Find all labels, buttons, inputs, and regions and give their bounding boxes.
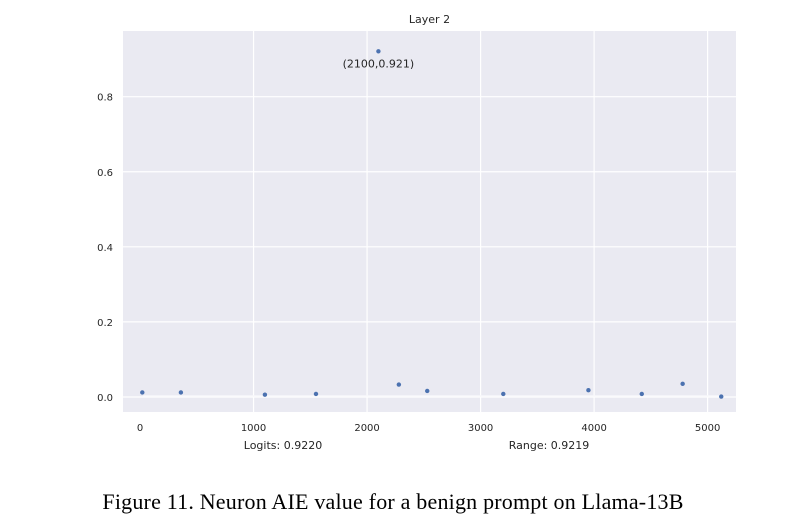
y-tick-label: 0.0 xyxy=(97,393,113,404)
data-point xyxy=(425,388,430,394)
figure: Layer 2 (2100,0.921) 0 1000 2000 3000 4000 50… xyxy=(97,13,736,452)
data-point xyxy=(586,388,591,393)
data-point xyxy=(140,390,145,395)
data-point xyxy=(501,391,506,397)
x-tick-label: 5000 xyxy=(695,423,720,434)
y-tick-labels: 0.0 0.2 0.4 0.6 0.8 xyxy=(97,93,113,404)
x-tick-label: 3000 xyxy=(468,423,493,434)
x-tick-label: 4000 xyxy=(581,423,606,434)
data-points xyxy=(140,49,724,399)
data-point xyxy=(376,49,381,54)
y-tick-label: 0.4 xyxy=(97,243,113,254)
grid-lines xyxy=(123,31,736,412)
data-point xyxy=(178,390,184,395)
data-point xyxy=(313,391,319,397)
x-tick-label: 0 xyxy=(137,423,143,434)
data-point xyxy=(262,392,268,397)
peak-annotation: (2100,0.921) xyxy=(343,57,415,70)
plot-background xyxy=(123,31,736,412)
x-tick-labels: 0 1000 2000 3000 4000 5000 xyxy=(137,423,721,434)
data-point xyxy=(396,382,402,387)
chart-title: Layer 2 xyxy=(409,13,450,26)
logits-label: Logits: 0.9220 xyxy=(244,439,322,452)
data-point xyxy=(680,381,685,387)
data-point xyxy=(639,391,644,397)
range-label: Range: 0.9219 xyxy=(509,439,590,452)
y-tick-label: 0.2 xyxy=(97,318,113,329)
scatter-chart: Layer 2 (2100,0.921) 0 1000 2000 3000 4000 50… xyxy=(97,13,736,452)
y-tick-label: 0.8 xyxy=(97,93,113,104)
figure-caption: Figure 11. Neuron AIE value for a benign… xyxy=(102,489,684,514)
x-tick-label: 2000 xyxy=(354,423,379,434)
data-point xyxy=(719,394,724,399)
y-tick-label: 0.6 xyxy=(97,168,113,179)
x-tick-label: 1000 xyxy=(241,423,266,434)
